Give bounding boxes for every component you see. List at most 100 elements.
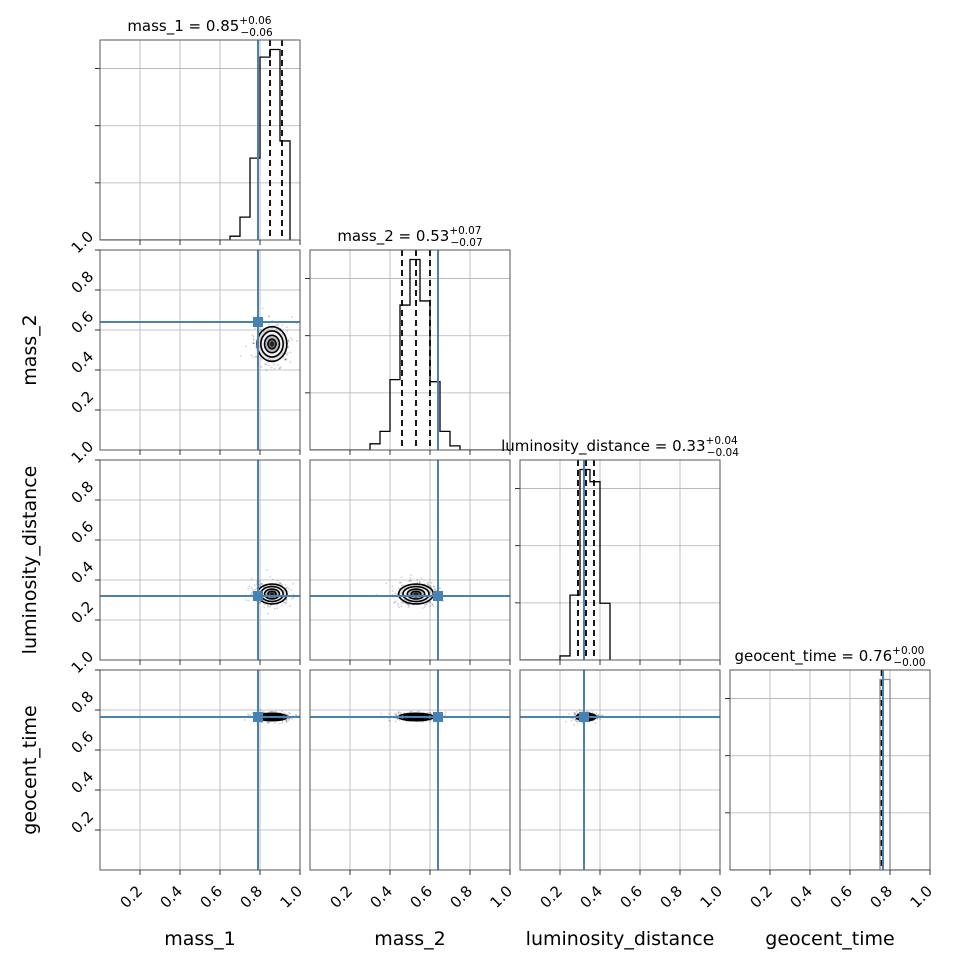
title-prefix: geocent_time = 0.76 [734,647,892,666]
panel-luminosity_distance-vs-mass_2 [309,459,511,665]
sample-point [262,711,265,714]
x-tick-label: 1.0 [906,882,936,912]
panel-geocent_time-vs-mass_1: 0.2 0.4 0.6 0.8 1.0 geocent_time 0.2 0.4 0.6 0.8 1… [19,647,306,950]
panel-geocent_time-vs-geocent_time: geocent_time = 0.76+0.00 −0.00 0.2 0.4 0.6 0.… [725,645,936,950]
sample-point [398,719,401,721]
sample-point [245,599,248,601]
sample-point [394,713,397,716]
sample-point [402,584,405,587]
x-axis-label-mass_2: mass_2 [374,928,446,950]
sample-point [260,583,263,585]
density-level [269,341,275,347]
title-plus: +0.06 [239,15,271,27]
sample-point [291,339,294,341]
sample-point [267,721,270,723]
title-luminosity_distance: luminosity_distance = 0.33+0.04 −0.04 [501,435,739,459]
sample-point [273,721,276,724]
panel-frame [519,669,721,871]
sample-point [406,603,409,606]
sample-point [289,713,291,715]
y-tick-label: 0.2 [68,597,98,627]
sample-point [285,599,288,602]
sample-point [568,713,571,715]
sample-point [432,585,435,588]
sample-point [252,342,255,345]
x-tick-label: 1.0 [696,882,726,912]
sample-point [574,719,577,721]
sample-point [405,602,407,605]
panel-content [100,250,300,450]
sample-point [283,602,286,605]
sample-point [388,712,391,715]
sample-point [267,612,269,615]
sample-point [564,720,567,723]
sample-point [574,714,576,716]
sample-point [573,712,575,715]
sample-point [397,711,400,714]
sample-point [267,364,270,367]
sample-point [263,606,266,609]
sample-point [286,713,288,716]
sample-point [253,584,256,587]
y-tick-label: 0.4 [68,767,98,797]
sample-point [287,345,290,348]
sample-point [425,603,428,605]
sample-point [284,601,287,604]
histogram-mass_1 [100,48,291,240]
x-tick-label: 0.8 [446,882,476,912]
sample-point [284,358,287,361]
sample-point [272,711,275,713]
density-level [269,592,275,596]
sample-point [427,583,429,586]
sample-point [426,582,429,584]
title-mass_1: mass_1 = 0.85+0.06 −0.06 [127,15,273,39]
title-geocent_time: geocent_time = 0.76+0.00 −0.00 [734,645,925,669]
sample-point [268,315,271,318]
sample-point [270,366,273,369]
sample-point [432,605,435,608]
sample-point [574,719,577,721]
sample-point [423,606,426,608]
sample-point [288,712,290,714]
x-axis-label-luminosity_distance: luminosity_distance [526,928,715,950]
sample-point [288,717,291,720]
sample-point [247,599,250,602]
sample-point [261,582,264,585]
sample-point [421,607,424,609]
x-tick-label: 0.4 [576,882,606,912]
histogram-luminosity_distance [520,468,611,660]
sample-point [287,714,290,717]
panel-frame [99,39,301,241]
contour-line [406,588,426,600]
x-tick-label: 1.0 [486,882,516,912]
sample-point [410,574,413,576]
title-minus: −0.00 [893,657,925,669]
sample-point [279,367,281,370]
truth-marker [433,712,443,722]
sample-point [279,366,282,368]
sample-point [433,586,436,588]
y-tick-label: 0.2 [68,387,98,417]
sample-point [418,710,420,713]
sample-point [250,354,253,357]
sample-point [397,711,400,713]
sample-point [427,584,429,586]
sample-point [281,583,283,586]
sample-point [296,340,298,342]
sample-point [261,307,264,310]
sample-point [435,589,438,591]
panel-frame [99,459,301,661]
sample-point [431,603,434,606]
sample-point [250,577,253,580]
panel-content [310,250,510,450]
y-tick-label: 0.4 [68,347,98,377]
sample-point [574,712,576,714]
truth-marker [253,712,263,722]
panel-luminosity_distance-vs-luminosity_distance: luminosity_distance = 0.33+0.04 −0.04 [501,435,739,665]
truth-marker [253,317,263,327]
sample-point [265,569,268,571]
sample-point [247,587,250,590]
sample-point [278,582,281,584]
sample-point [278,367,281,370]
